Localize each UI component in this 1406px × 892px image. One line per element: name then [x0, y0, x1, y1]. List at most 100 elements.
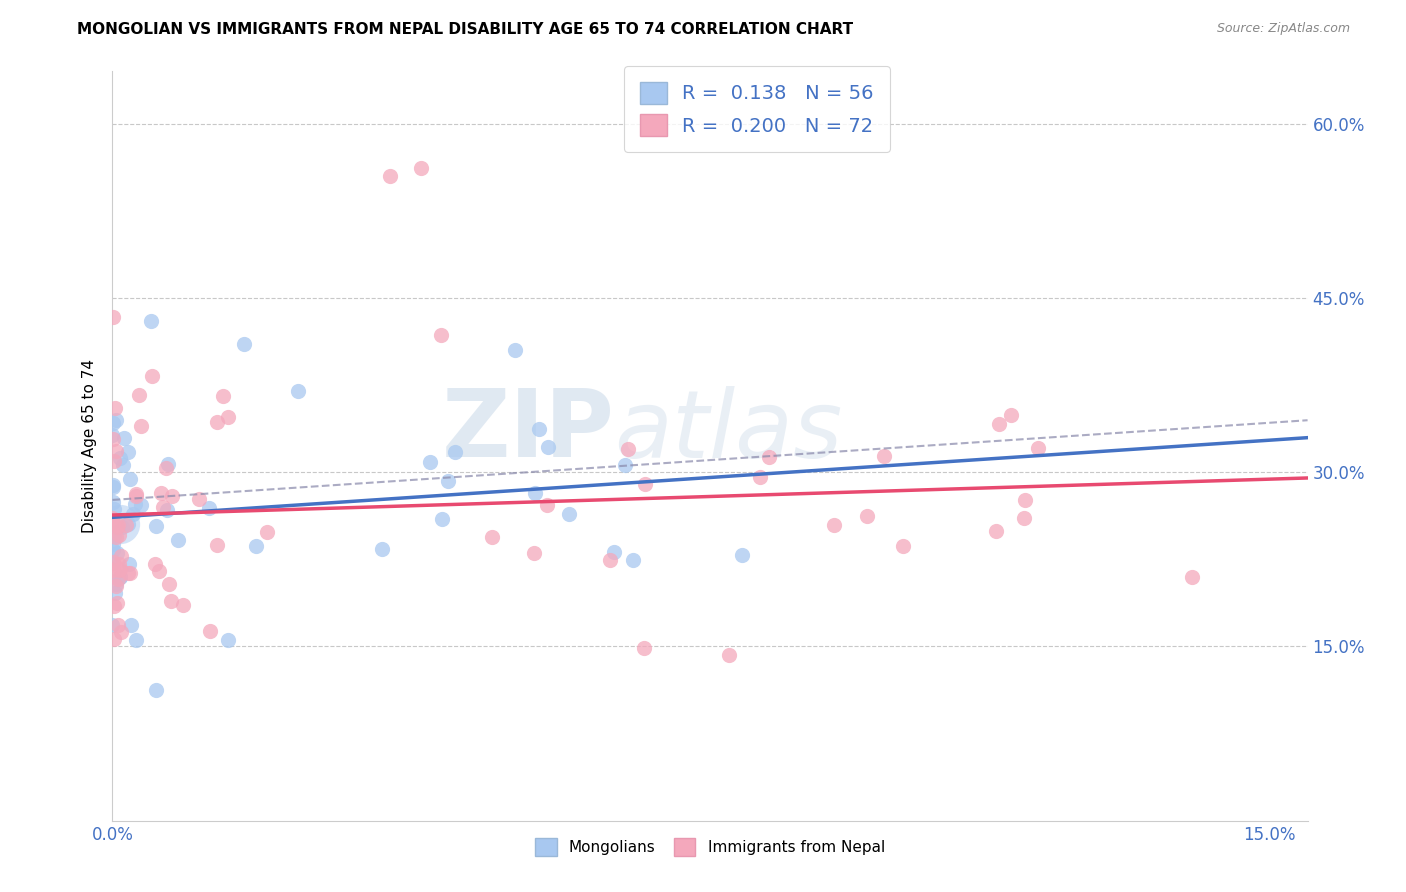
- Point: [419, 455, 441, 469]
- Point: [117, 444, 139, 458]
- Point: [481, 529, 503, 543]
- Point: [536, 498, 558, 512]
- Point: [984, 524, 1007, 539]
- Point: [599, 553, 621, 567]
- Point: [1026, 441, 1049, 455]
- Point: [125, 633, 148, 648]
- Point: [104, 413, 127, 427]
- Point: [115, 517, 138, 532]
- Point: [117, 566, 139, 581]
- Point: [120, 617, 142, 632]
- Point: [131, 419, 153, 434]
- Point: [125, 487, 148, 501]
- Point: [101, 477, 124, 491]
- Point: [101, 510, 124, 524]
- Point: [378, 169, 401, 183]
- Point: [110, 624, 132, 639]
- Text: Source: ZipAtlas.com: Source: ZipAtlas.com: [1216, 22, 1350, 36]
- Point: [232, 337, 254, 351]
- Point: [188, 491, 211, 506]
- Point: [107, 596, 129, 610]
- Point: [217, 409, 239, 424]
- Point: [730, 548, 752, 562]
- Point: [101, 618, 124, 632]
- Point: [198, 624, 221, 638]
- Point: [108, 557, 131, 571]
- Point: [371, 541, 394, 556]
- Point: [172, 599, 194, 613]
- Point: [101, 428, 124, 442]
- Point: [128, 388, 150, 402]
- Point: [139, 314, 162, 328]
- Point: [118, 558, 141, 572]
- Point: [111, 520, 134, 534]
- Point: [256, 524, 278, 539]
- Point: [523, 546, 546, 560]
- Point: [1181, 569, 1204, 583]
- Point: [111, 458, 134, 472]
- Point: [103, 632, 125, 646]
- Point: [430, 512, 453, 526]
- Point: [108, 517, 131, 532]
- Point: [758, 450, 780, 465]
- Point: [108, 563, 131, 577]
- Point: [162, 489, 184, 503]
- Point: [105, 519, 128, 533]
- Point: [104, 444, 127, 458]
- Point: [634, 477, 657, 491]
- Point: [105, 546, 128, 560]
- Text: atlas: atlas: [614, 385, 842, 476]
- Point: [141, 368, 163, 383]
- Point: [893, 539, 915, 553]
- Point: [503, 343, 526, 357]
- Y-axis label: Disability Age 65 to 74: Disability Age 65 to 74: [82, 359, 97, 533]
- Point: [103, 528, 125, 542]
- Point: [107, 617, 129, 632]
- Point: [621, 553, 644, 567]
- Point: [101, 557, 124, 571]
- Point: [124, 496, 146, 510]
- Point: [444, 444, 467, 458]
- Point: [245, 539, 267, 553]
- Point: [1000, 408, 1022, 422]
- Point: [156, 457, 179, 471]
- Point: [101, 480, 124, 494]
- Point: [107, 528, 129, 542]
- Point: [150, 485, 173, 500]
- Point: [558, 507, 581, 521]
- Point: [217, 632, 239, 647]
- Point: [157, 577, 180, 591]
- Text: ZIP: ZIP: [441, 385, 614, 477]
- Point: [103, 432, 125, 446]
- Point: [856, 509, 879, 524]
- Point: [155, 461, 177, 475]
- Point: [1012, 511, 1035, 525]
- Point: [167, 533, 190, 547]
- Point: [101, 563, 124, 577]
- Point: [614, 458, 637, 473]
- Point: [108, 562, 131, 576]
- Point: [101, 416, 124, 430]
- Point: [537, 440, 560, 454]
- Text: MONGOLIAN VS IMMIGRANTS FROM NEPAL DISABILITY AGE 65 TO 74 CORRELATION CHART: MONGOLIAN VS IMMIGRANTS FROM NEPAL DISAB…: [77, 22, 853, 37]
- Point: [872, 450, 894, 464]
- Point: [145, 519, 167, 533]
- Point: [120, 566, 142, 580]
- Point: [198, 501, 221, 516]
- Point: [152, 500, 174, 515]
- Point: [988, 417, 1011, 432]
- Point: [108, 570, 131, 584]
- Legend: Mongolians, Immigrants from Nepal: Mongolians, Immigrants from Nepal: [529, 832, 891, 862]
- Point: [101, 310, 124, 324]
- Point: [103, 555, 125, 569]
- Point: [101, 495, 124, 509]
- Point: [436, 474, 458, 488]
- Point: [143, 557, 166, 571]
- Point: [121, 507, 143, 521]
- Point: [430, 328, 453, 343]
- Point: [616, 442, 638, 456]
- Point: [633, 640, 655, 655]
- Point: [103, 599, 125, 614]
- Point: [104, 586, 127, 600]
- Point: [105, 530, 128, 544]
